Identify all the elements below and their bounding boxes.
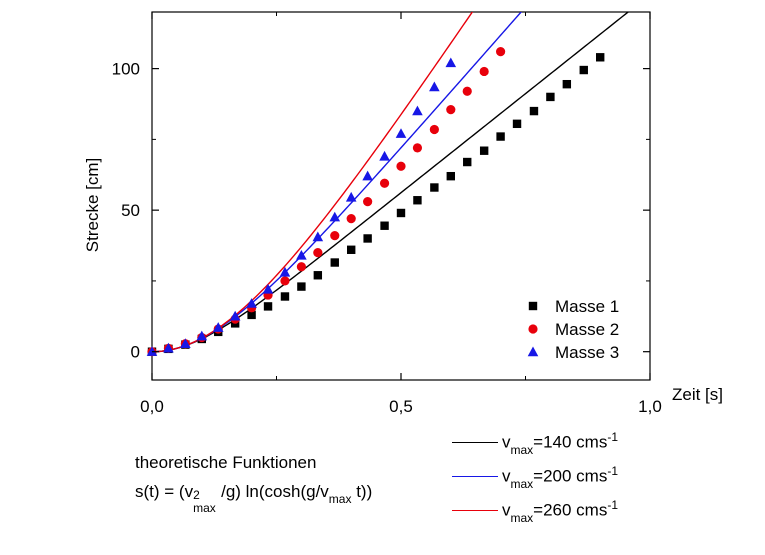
point-masse-2 — [280, 276, 290, 286]
point-masse-3 — [429, 81, 440, 92]
point-masse-1 — [562, 79, 572, 89]
point-masse-3 — [146, 346, 158, 356]
point-masse-1 — [413, 196, 422, 205]
point-masse-1 — [546, 92, 555, 102]
point-masse-1 — [512, 119, 522, 129]
legend-label-masse-1: Masse 1 — [555, 297, 619, 316]
point-masse-1 — [596, 53, 605, 62]
y-tick-label: 0 — [131, 343, 140, 362]
point-masse-3 — [212, 322, 224, 332]
point-masse-1 — [247, 310, 256, 320]
legend-marker-masse-1 — [528, 301, 538, 311]
point-masse-2 — [296, 262, 306, 272]
point-masse-2 — [462, 86, 472, 96]
point-masse-3 — [196, 330, 208, 341]
axis-ticks: 0,0 0,5 1,0 0 50 100 — [112, 12, 662, 416]
point-masse-1 — [297, 282, 306, 291]
point-masse-1 — [579, 65, 588, 75]
point-masse-3 — [395, 128, 407, 138]
curve-legend-entry-1: vmax=140 cms-1 — [452, 430, 619, 458]
point-masse-2 — [330, 231, 340, 241]
x-axis-title: Zeit [s] — [672, 385, 723, 404]
legend-marker-masse-2 — [528, 324, 538, 334]
point-masse-1 — [313, 271, 323, 280]
point-masse-3 — [312, 231, 324, 242]
point-masse-2 — [479, 66, 489, 77]
point-masse-1 — [347, 245, 356, 254]
point-masse-2 — [429, 124, 439, 135]
point-masse-1 — [496, 132, 505, 141]
y-tick-label: 50 — [121, 201, 140, 220]
legend-label-masse-3: Masse 3 — [555, 343, 619, 362]
point-masse-1 — [446, 171, 455, 181]
legend: Masse 1 Masse 2 Masse 3 — [527, 297, 619, 362]
point-masse-2 — [446, 105, 456, 115]
point-masse-1 — [396, 208, 406, 218]
point-masse-2 — [313, 248, 323, 258]
curve-legend-line-3 — [452, 509, 498, 512]
point-masse-2 — [412, 143, 423, 153]
point-masse-3 — [345, 191, 357, 202]
point-masse-3 — [229, 310, 241, 321]
point-masse-1 — [280, 292, 290, 301]
point-masse-3 — [180, 338, 191, 348]
theory-formula: s(t) = (v 2 max/g) ln(cosh(g/vmax t)) — [135, 482, 373, 515]
point-masse-1 — [479, 146, 489, 155]
x-tick-label: 0,5 — [389, 397, 413, 416]
point-masse-3 — [445, 57, 457, 68]
point-masse-3 — [296, 249, 307, 260]
point-masse-2 — [363, 197, 373, 207]
point-masse-3 — [262, 283, 274, 294]
curve-legend-line-2 — [452, 475, 498, 478]
point-masse-2 — [379, 178, 390, 188]
curve-legend-text-2: vmax=200 cms-1 — [502, 464, 619, 492]
theory-note-title: theoretische Funktionen — [135, 453, 317, 472]
point-masse-3 — [412, 105, 423, 116]
y-axis-title: Strecke [cm] — [83, 158, 102, 252]
point-masse-1 — [430, 183, 439, 192]
point-masse-1 — [263, 302, 273, 311]
legend-marker-masse-3 — [527, 346, 539, 357]
point-masse-1 — [463, 157, 472, 167]
point-masse-3 — [246, 298, 257, 308]
point-masse-2 — [496, 47, 506, 57]
point-masse-1 — [363, 234, 372, 243]
curve-legend-text-1: vmax=140 cms-1 — [502, 430, 619, 458]
y-tick-label: 100 — [112, 60, 140, 79]
point-masse-2 — [396, 161, 406, 171]
point-masse-1 — [529, 106, 539, 116]
point-masse-1 — [380, 221, 389, 230]
x-tick-label: 1,0 — [638, 397, 662, 416]
curve-legend-line-1 — [452, 441, 498, 444]
curve-legend-entry-2: vmax=200 cms-1 — [452, 464, 619, 492]
point-masse-3 — [163, 342, 174, 353]
point-masse-3 — [329, 211, 341, 222]
point-masse-3 — [362, 170, 373, 181]
curve-legend-text-3: vmax=260 cms-1 — [502, 498, 619, 526]
x-tick-label: 0,0 — [140, 397, 164, 416]
point-masse-1 — [330, 258, 339, 267]
curve-legend-entry-3: vmax=260 cms-1 — [452, 498, 619, 526]
legend-label-masse-2: Masse 2 — [555, 320, 619, 339]
data-points — [146, 47, 605, 357]
point-masse-3 — [279, 266, 291, 277]
point-masse-3 — [379, 150, 390, 161]
point-masse-2 — [346, 214, 356, 224]
